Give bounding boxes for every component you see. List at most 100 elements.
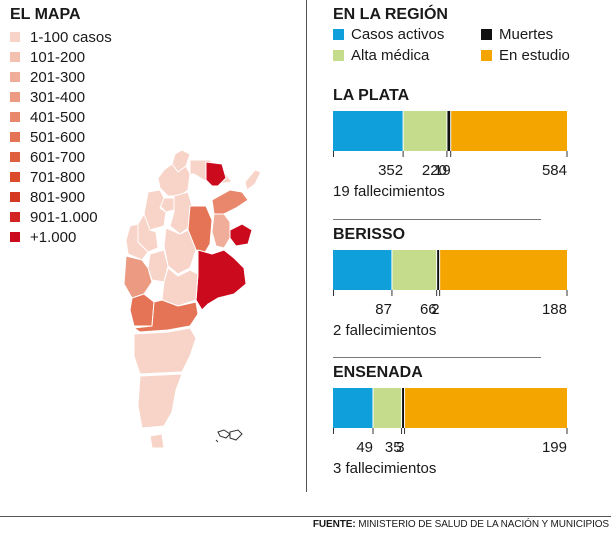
segment-gap bbox=[401, 388, 403, 428]
segment-gap bbox=[439, 250, 441, 290]
map-legend-item: 501-600 bbox=[10, 127, 112, 147]
stacked-bar: 49 353 199 bbox=[333, 388, 568, 456]
bar-segment bbox=[404, 388, 567, 428]
legend-label: 501-600 bbox=[30, 128, 86, 146]
legend-label: Alta médica bbox=[351, 47, 430, 64]
bar-value-label: 49 bbox=[356, 439, 373, 456]
region-legend-item: En estudio bbox=[481, 47, 603, 64]
bar-value-label: 584 bbox=[542, 162, 567, 179]
map-title: EL MAPA bbox=[10, 6, 81, 23]
map-legend-item: 701-800 bbox=[10, 167, 112, 187]
map-legend-item: 401-500 bbox=[10, 107, 112, 127]
stacked-bar: 87 662 188 bbox=[333, 250, 568, 318]
legend-swatch bbox=[333, 29, 344, 40]
argentina-map bbox=[123, 150, 260, 449]
bar-value-label: 35 bbox=[385, 439, 402, 456]
segment-gap bbox=[402, 111, 404, 151]
legend-label: 1-100 casos bbox=[30, 28, 112, 46]
map-legend-item: 601-700 bbox=[10, 147, 112, 167]
bar-segment bbox=[333, 250, 392, 290]
province-corrientes bbox=[211, 189, 249, 215]
province-neuquen bbox=[129, 293, 155, 327]
bar-value-label: 188 bbox=[542, 301, 567, 318]
legend-swatch bbox=[10, 112, 20, 122]
region-legend-item: Alta médica bbox=[333, 47, 481, 64]
legend-label: En estudio bbox=[499, 47, 570, 64]
legend-label: 101-200 bbox=[30, 48, 86, 66]
source-label: FUENTE: bbox=[312, 519, 356, 530]
province-chaco bbox=[205, 161, 227, 187]
bar-segment bbox=[450, 111, 567, 151]
map-legend: 1-100 casos 101-200 201-300 301-400 401-500 5… bbox=[10, 27, 112, 247]
islands-outline bbox=[215, 429, 243, 443]
bar-value-label: 220 bbox=[422, 162, 447, 179]
map-legend-item: 201-300 bbox=[10, 67, 112, 87]
segment-gap bbox=[372, 388, 374, 428]
legend-label: Casos activos bbox=[351, 26, 445, 43]
region-legend: Casos activos Muertes Alta médica En estudi… bbox=[333, 26, 603, 64]
bar-segment bbox=[446, 111, 451, 151]
province-mendoza bbox=[123, 255, 153, 299]
vertical-divider bbox=[306, 0, 307, 492]
province-entre-rios bbox=[211, 213, 231, 249]
legend-label: Muertes bbox=[499, 26, 554, 43]
province-rio-negro bbox=[133, 299, 199, 333]
legend-swatch bbox=[333, 50, 344, 61]
map-legend-item: 101-200 bbox=[10, 47, 112, 67]
bar-value-label: 2 bbox=[431, 301, 439, 318]
legend-label: 701-800 bbox=[30, 168, 86, 186]
legend-swatch bbox=[481, 50, 492, 61]
segment-gap bbox=[446, 111, 448, 151]
city-la-plata: LA PLATA 352 220 19 584 19 fallecimientos bbox=[333, 87, 573, 200]
city-name: ENSENADA bbox=[333, 364, 423, 381]
bar-segment bbox=[439, 250, 567, 290]
province-san-juan bbox=[125, 223, 149, 261]
source-text: MINISTERIO DE SALUD DE LA NACIÓN Y MUNIC… bbox=[358, 519, 609, 530]
segment-gap bbox=[436, 250, 438, 290]
map-legend-item: 301-400 bbox=[10, 87, 112, 107]
city-separator bbox=[333, 357, 541, 358]
region-title: EN LA REGIÓN bbox=[333, 6, 448, 23]
segment-gap bbox=[404, 388, 406, 428]
province-cordoba bbox=[163, 227, 197, 275]
segment-gap bbox=[450, 111, 452, 151]
legend-label: 201-300 bbox=[30, 68, 86, 86]
region-legend-item: Casos activos bbox=[333, 26, 481, 43]
bar-value-label: 19 bbox=[434, 162, 451, 179]
bar-segment bbox=[436, 250, 440, 290]
map-legend-item: 801-900 bbox=[10, 187, 112, 207]
legend-swatch bbox=[10, 212, 20, 222]
province-caba bbox=[229, 223, 253, 247]
province-misiones bbox=[244, 169, 260, 191]
fallecimientos-label: 19 fallecimientos bbox=[333, 183, 445, 200]
province-santa-cruz bbox=[137, 373, 183, 429]
bar-segment bbox=[333, 388, 373, 428]
bar-segment bbox=[333, 111, 404, 151]
fallecimientos-label: 3 fallecimientos bbox=[333, 460, 437, 477]
bar-value-label: 352 bbox=[378, 162, 403, 179]
legend-swatch bbox=[10, 152, 20, 162]
bar-value-label: 66 bbox=[420, 301, 437, 318]
city-separator bbox=[333, 219, 541, 220]
legend-swatch bbox=[481, 29, 492, 40]
province-buenos-aires bbox=[195, 249, 247, 311]
bar-value-label: 3 bbox=[396, 439, 404, 456]
legend-label: 901-1.000 bbox=[30, 208, 98, 226]
legend-label: 601-700 bbox=[30, 148, 86, 166]
legend-swatch bbox=[10, 172, 20, 182]
segment-gap bbox=[391, 250, 393, 290]
province-la-pampa bbox=[161, 267, 199, 307]
legend-label: 301-400 bbox=[30, 88, 86, 106]
legend-swatch bbox=[10, 52, 20, 62]
bar-segment bbox=[391, 250, 437, 290]
city-name: BERISSO bbox=[333, 226, 406, 243]
city-name: LA PLATA bbox=[333, 87, 410, 104]
map-legend-item: 901-1.000 bbox=[10, 207, 112, 227]
bottom-divider bbox=[0, 516, 611, 517]
province-tierra-del-fuego bbox=[149, 433, 165, 449]
province-chubut bbox=[133, 327, 197, 375]
legend-swatch bbox=[10, 232, 20, 242]
region-legend-item: Muertes bbox=[481, 26, 603, 43]
map-legend-item: +1.000 bbox=[10, 227, 112, 247]
